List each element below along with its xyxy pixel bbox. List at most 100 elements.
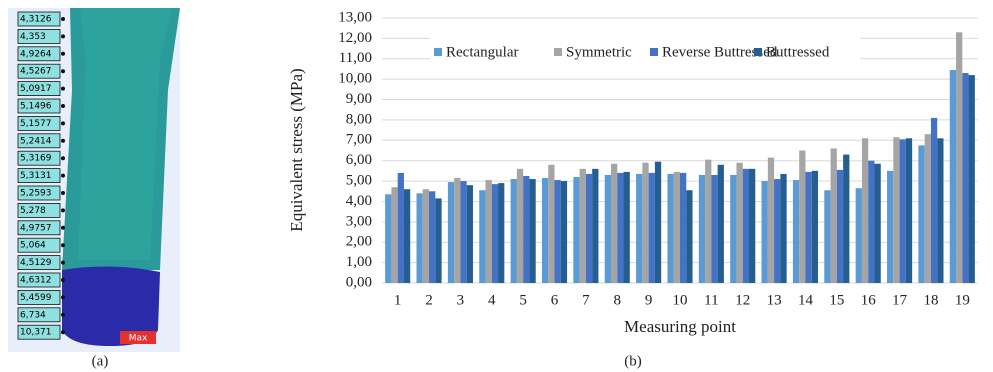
probe-label: 4,6312	[20, 276, 52, 286]
probe-dot	[61, 243, 65, 247]
bar	[448, 182, 454, 283]
x-tick-label: 2	[425, 292, 433, 308]
bar	[906, 138, 912, 283]
probe-dot	[61, 121, 65, 125]
bar	[862, 138, 868, 283]
bar	[900, 139, 906, 283]
bar	[467, 185, 473, 283]
bar	[868, 161, 874, 283]
bar	[718, 165, 724, 283]
bar	[874, 164, 880, 283]
x-tick-label: 19	[955, 292, 970, 308]
probe-label: 5,2593	[20, 189, 52, 199]
probe-dot	[61, 104, 65, 108]
bar	[856, 188, 862, 283]
y-axis-title: Equivalent stress (MPa)	[287, 68, 306, 231]
bar	[962, 73, 968, 283]
bar	[624, 172, 630, 283]
probe-dot	[61, 278, 65, 282]
bar	[743, 169, 749, 283]
bar	[642, 163, 648, 283]
probe-label: 5,4599	[20, 293, 52, 303]
x-tick-label: 14	[798, 292, 814, 308]
bar	[950, 70, 956, 283]
bar	[391, 187, 397, 283]
bar	[649, 173, 655, 283]
bar	[636, 174, 642, 283]
bar	[617, 173, 623, 283]
x-axis-title: Measuring point	[624, 317, 736, 336]
x-tick-label: 18	[923, 292, 938, 308]
bar	[529, 179, 535, 283]
bar	[523, 176, 529, 283]
bar	[655, 162, 661, 283]
bar	[517, 169, 523, 283]
bar	[404, 189, 410, 283]
y-tick-label: 8,00	[346, 111, 372, 127]
x-tick-label: 10	[673, 292, 688, 308]
bar	[435, 198, 441, 283]
bar	[793, 180, 799, 283]
bar	[956, 32, 962, 283]
bar	[385, 194, 391, 283]
x-tick-label: 11	[704, 292, 718, 308]
legend-swatch	[650, 48, 658, 56]
probe-dot	[61, 156, 65, 160]
probe-label: 5,0917	[20, 84, 52, 94]
probe-label: 5,064	[20, 241, 46, 251]
y-tick-label: 12,00	[338, 30, 372, 46]
bar	[843, 155, 849, 283]
probe-label: 5,3131	[20, 171, 52, 181]
bar	[586, 174, 592, 283]
bar	[699, 175, 705, 283]
probe-dot	[61, 17, 65, 21]
legend-swatch	[554, 48, 562, 56]
bar	[736, 163, 742, 283]
bar	[780, 174, 786, 283]
bar	[398, 173, 404, 283]
bar	[799, 151, 805, 284]
bar	[805, 172, 811, 283]
x-tick-label: 6	[551, 292, 559, 308]
x-tick-label: 13	[767, 292, 782, 308]
figure: (a) Max (b) Measuring point Equivalent s…	[0, 0, 993, 372]
y-tick-label: 0,00	[346, 274, 372, 290]
probe-dot	[61, 34, 65, 38]
x-tick-label: 15	[829, 292, 844, 308]
bar	[548, 165, 554, 283]
bar	[749, 169, 755, 283]
bar	[429, 191, 435, 283]
bar	[925, 134, 931, 283]
bar	[711, 175, 717, 283]
y-tick-label: 11,00	[339, 50, 372, 66]
bar	[918, 145, 924, 283]
legend-label: Symmetric	[566, 44, 632, 60]
bar	[580, 169, 586, 283]
legend-swatch	[754, 48, 762, 56]
bar	[511, 179, 517, 283]
probe-label: 4,9757	[20, 223, 52, 233]
bar	[611, 164, 617, 283]
x-tick-label: 1	[394, 292, 402, 308]
bar	[605, 175, 611, 283]
x-tick-label: 5	[519, 292, 527, 308]
x-tick-label: 3	[457, 292, 465, 308]
probe-dot	[61, 52, 65, 56]
probe-label: 5,1496	[20, 102, 52, 112]
y-tick-label: 6,00	[346, 152, 372, 168]
bar	[730, 175, 736, 283]
probe-dot	[61, 313, 65, 317]
bar	[837, 170, 843, 283]
bar	[774, 179, 780, 283]
probe-dot	[61, 87, 65, 91]
bar	[561, 181, 567, 283]
probe-label: 4,3126	[20, 15, 52, 25]
caption-a: (a)	[92, 353, 109, 369]
probe-label: 10,371	[20, 328, 52, 338]
x-tick-label: 8	[614, 292, 622, 308]
bar	[812, 171, 818, 283]
bar	[893, 137, 899, 283]
bar	[887, 171, 893, 283]
bar	[454, 178, 460, 283]
probe-label: 6,734	[20, 310, 46, 320]
